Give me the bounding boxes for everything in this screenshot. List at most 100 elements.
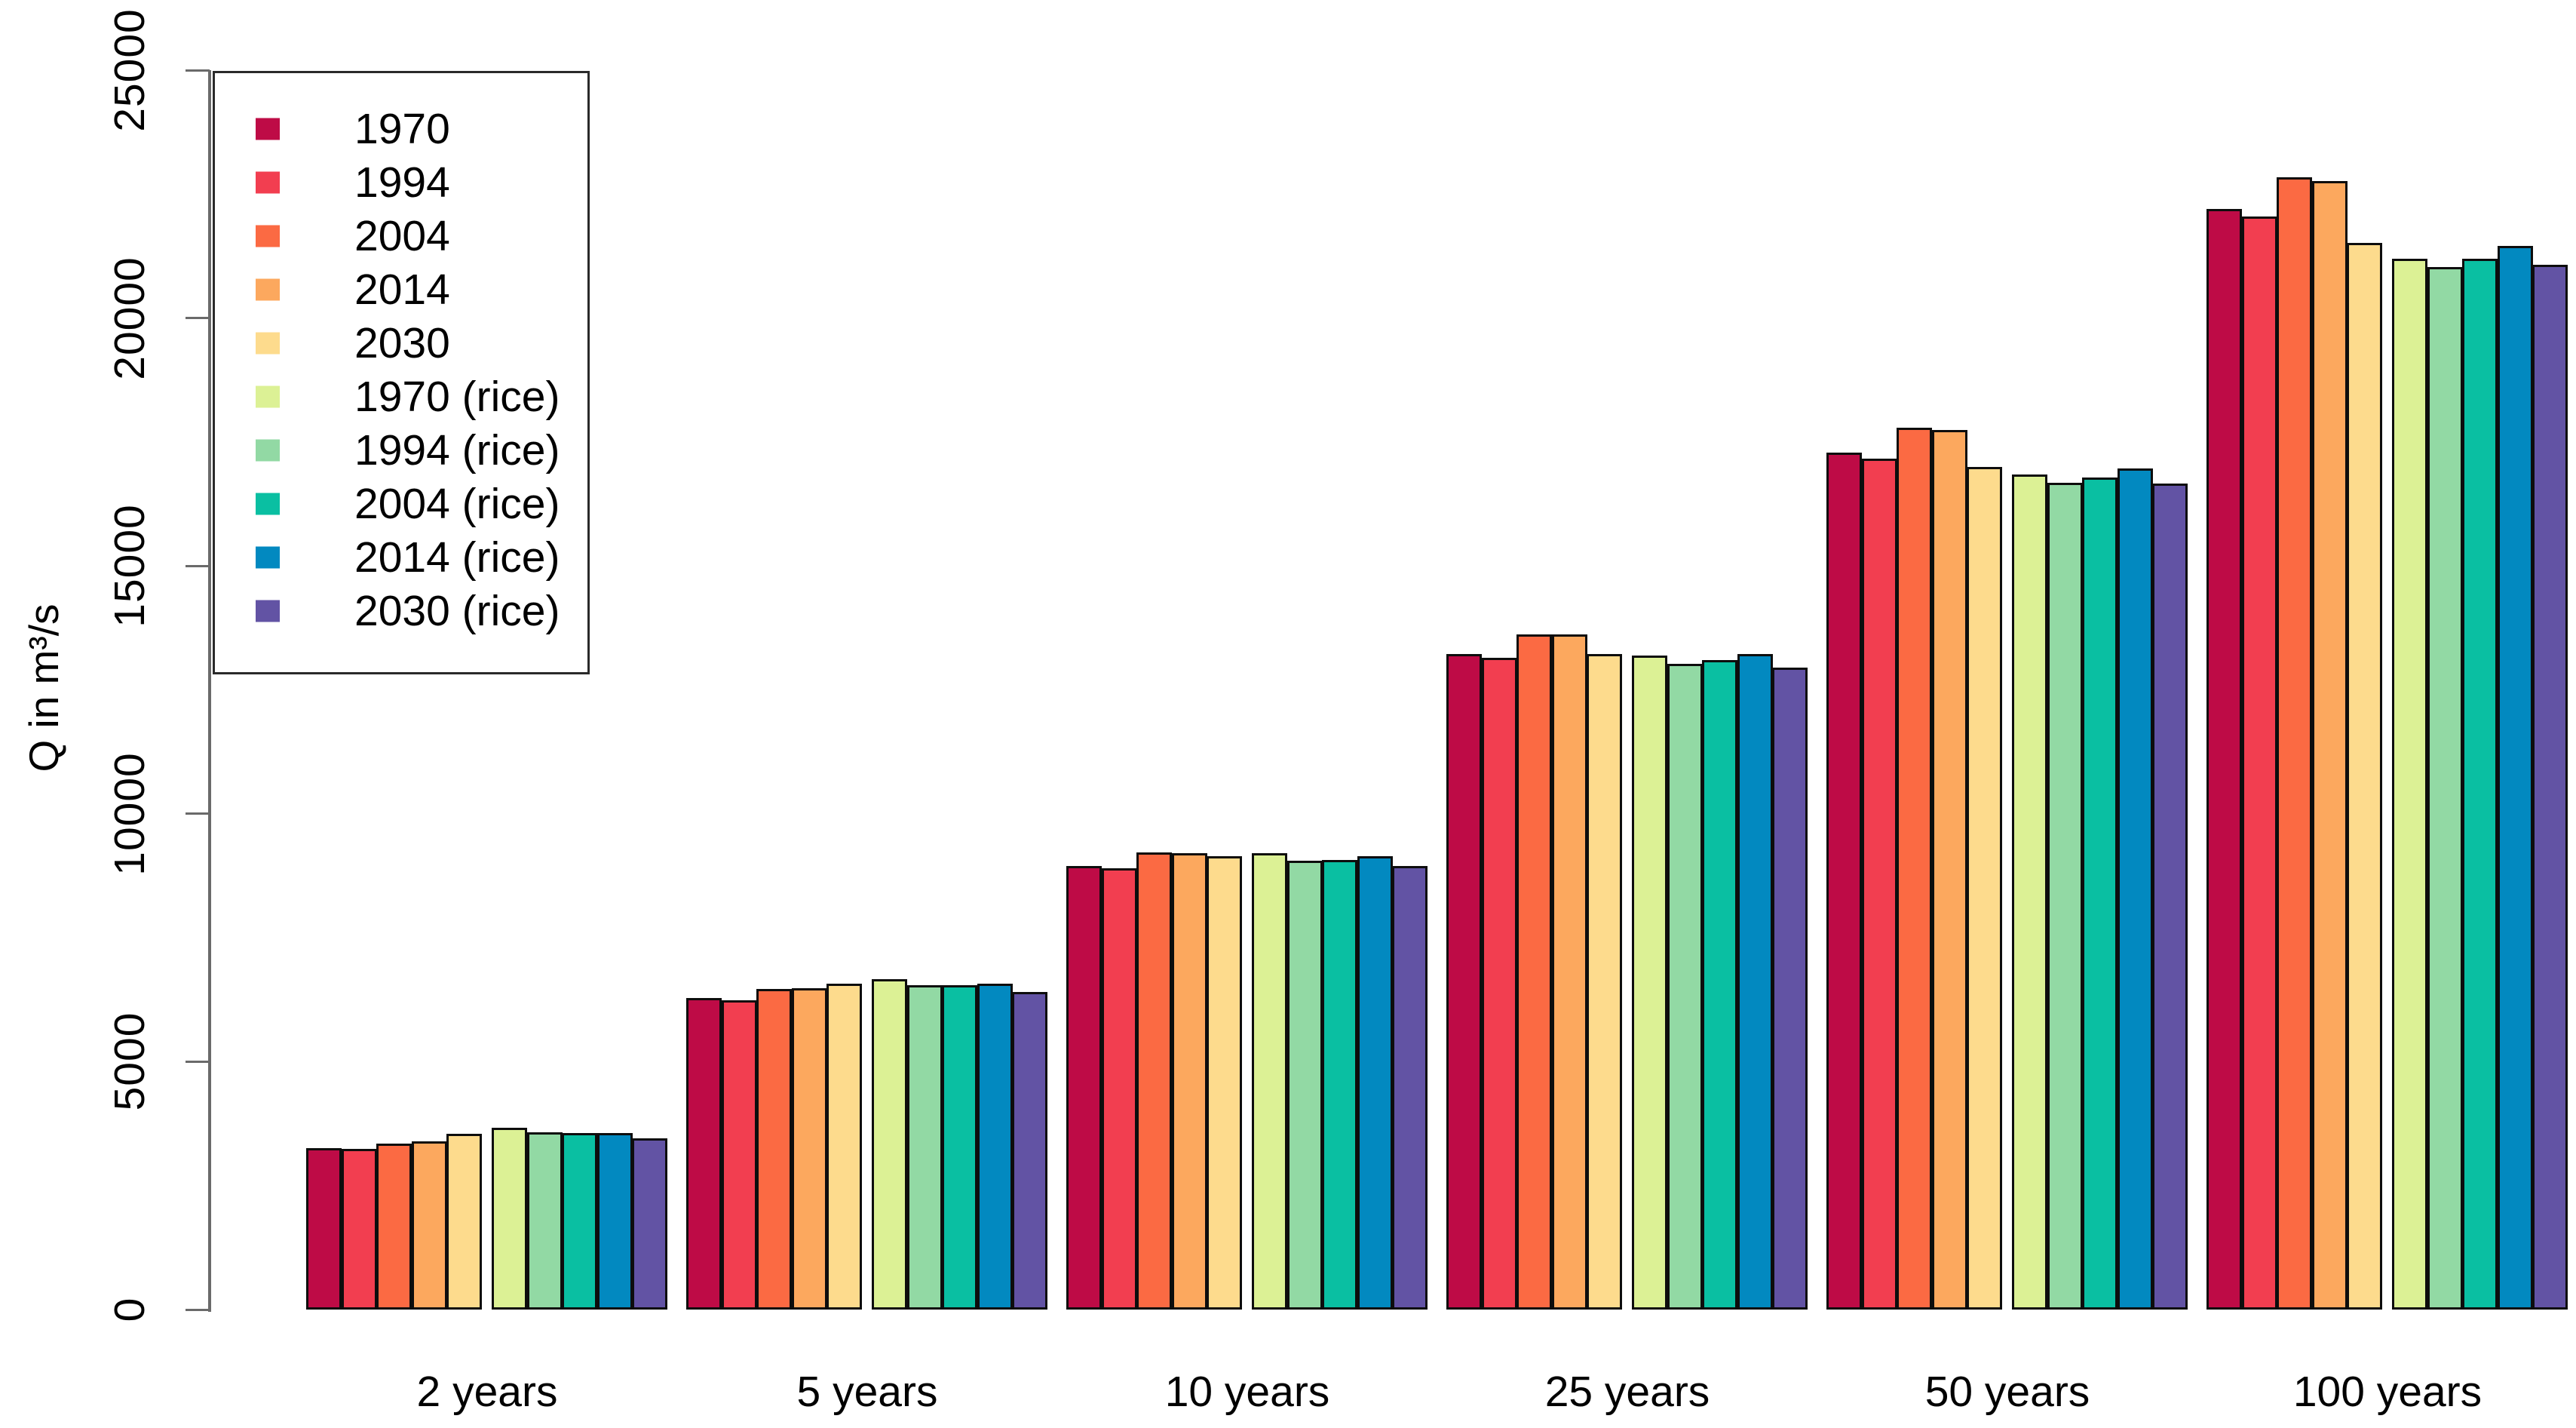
bar-2004-5-years: [756, 989, 792, 1310]
bar-1970-rice--100-years: [2392, 259, 2427, 1310]
y-axis-tick: [186, 1308, 210, 1311]
legend-label: 1994 (rice): [354, 426, 560, 474]
y-axis-tick-label: 15000: [106, 504, 154, 628]
bar-2030-rice--2-years: [632, 1138, 667, 1310]
bar-1994-rice--10-years: [1287, 861, 1323, 1310]
bar-2014-50-years: [1932, 430, 1967, 1310]
y-axis-tick: [186, 69, 210, 72]
bar-2004-10-years: [1136, 852, 1172, 1310]
legend-swatch-icon: [256, 118, 280, 140]
y-axis-tick-label: 0: [106, 1297, 154, 1322]
legend-label: 2004 (rice): [354, 480, 560, 528]
bar-2004-rice--50-years: [2082, 478, 2118, 1310]
bar-2014-rice--10-years: [1357, 856, 1393, 1310]
legend-swatch-icon: [256, 600, 280, 622]
bar-1970-50-years: [1826, 453, 1862, 1310]
bar-2030-50-years: [1967, 467, 2002, 1310]
x-axis-label-100-years: 100 years: [2292, 1368, 2482, 1416]
legend-item: 2030: [215, 317, 587, 370]
legend-swatch-icon: [256, 439, 280, 462]
legend-label: 1970: [354, 105, 450, 153]
bar-2030-rice--10-years: [1392, 866, 1428, 1310]
legend-item: 1994 (rice): [215, 424, 587, 477]
y-axis-tick: [186, 317, 210, 320]
legend-label: 1970 (rice): [354, 373, 560, 421]
bar-1994-rice--100-years: [2427, 267, 2463, 1310]
x-axis-label-10-years: 10 years: [1164, 1368, 1330, 1416]
bar-1970-rice--2-years: [492, 1128, 527, 1310]
bar-2004-2-years: [376, 1144, 412, 1310]
bar-1970-rice--25-years: [1632, 656, 1667, 1310]
bar-1994-rice--50-years: [2047, 483, 2083, 1310]
legend-swatch-icon: [256, 171, 280, 194]
bar-2014-10-years: [1172, 853, 1207, 1310]
bar-2014-rice--50-years: [2118, 468, 2153, 1310]
y-axis-title: Q in m³/s: [20, 603, 67, 772]
bar-1994-100-years: [2242, 217, 2277, 1310]
bar-1994-50-years: [1862, 459, 1897, 1310]
bar-2030-100-years: [2347, 243, 2382, 1310]
legend-swatch-icon: [256, 385, 280, 408]
bar-1970-25-years: [1446, 654, 1482, 1310]
bar-2014-100-years: [2312, 181, 2348, 1310]
bar-1994-rice--25-years: [1667, 664, 1703, 1310]
legend-item: 2030 (rice): [215, 585, 587, 637]
bar-2004-100-years: [2277, 177, 2312, 1310]
legend-item: 2004 (rice): [215, 478, 587, 530]
legend-label: 2030: [354, 319, 450, 367]
y-axis-tick: [186, 564, 210, 567]
bar-2014-25-years: [1552, 634, 1587, 1310]
y-axis-tick-label: 5000: [106, 1012, 154, 1111]
y-axis-tick-label: 10000: [106, 752, 154, 876]
bar-2030-5-years: [826, 984, 862, 1310]
bar-2030-25-years: [1587, 654, 1622, 1310]
bar-2014-rice--100-years: [2498, 246, 2533, 1310]
x-axis-label-50-years: 50 years: [1924, 1368, 2090, 1416]
bar-2030-rice--100-years: [2532, 265, 2568, 1310]
legend-item: 2014: [215, 263, 587, 316]
bar-2014-rice--2-years: [597, 1133, 633, 1310]
legend: 1970 1994 2004 2014 2030 1970 (rice) 1994 (ric…: [213, 71, 590, 674]
x-axis-label-2-years: 2 years: [416, 1368, 558, 1416]
bar-1994-10-years: [1102, 868, 1137, 1310]
legend-swatch-icon: [256, 278, 280, 301]
legend-swatch-icon: [256, 332, 280, 355]
y-axis-tick-label: 20000: [106, 256, 154, 380]
bar-1994-rice--2-years: [527, 1132, 563, 1310]
bar-1970-100-years: [2206, 209, 2242, 1310]
bar-2030-rice--5-years: [1012, 992, 1047, 1310]
legend-item: 1970 (rice): [215, 370, 587, 423]
bar-1970-rice--50-years: [2012, 474, 2047, 1310]
bar-1994-rice--5-years: [907, 985, 943, 1310]
bar-1970-2-years: [306, 1148, 342, 1310]
legend-item: 2014 (rice): [215, 531, 587, 584]
bar-2030-rice--25-years: [1772, 668, 1808, 1310]
bar-2004-25-years: [1516, 634, 1552, 1310]
legend-swatch-icon: [256, 225, 280, 247]
bar-2014-rice--25-years: [1737, 654, 1773, 1310]
bar-2030-10-years: [1207, 856, 1242, 1310]
legend-item: 1994: [215, 156, 587, 209]
y-axis-tick-label: 25000: [106, 8, 154, 132]
bar-2004-rice--25-years: [1702, 660, 1737, 1310]
bar-2014-2-years: [412, 1141, 447, 1310]
bar-2014-5-years: [792, 988, 827, 1310]
bar-1970-rice--5-years: [872, 979, 907, 1310]
y-axis-tick: [186, 812, 210, 815]
y-axis-line: [208, 70, 211, 1312]
bar-1994-25-years: [1482, 658, 1517, 1310]
bar-1970-5-years: [686, 998, 722, 1310]
bar-1970-10-years: [1066, 866, 1102, 1310]
legend-label: 2014 (rice): [354, 533, 560, 582]
bar-2014-rice--5-years: [977, 984, 1013, 1310]
bar-2004-rice--5-years: [942, 985, 977, 1310]
legend-swatch-icon: [256, 546, 280, 569]
legend-item: 2004: [215, 210, 587, 263]
legend-label: 1994: [354, 158, 450, 207]
bar-2004-rice--2-years: [562, 1133, 597, 1310]
bar-2004-rice--100-years: [2462, 259, 2498, 1310]
x-axis-label-25-years: 25 years: [1544, 1368, 1710, 1416]
x-axis-label-5-years: 5 years: [796, 1368, 938, 1416]
bar-2004-50-years: [1897, 428, 1932, 1310]
